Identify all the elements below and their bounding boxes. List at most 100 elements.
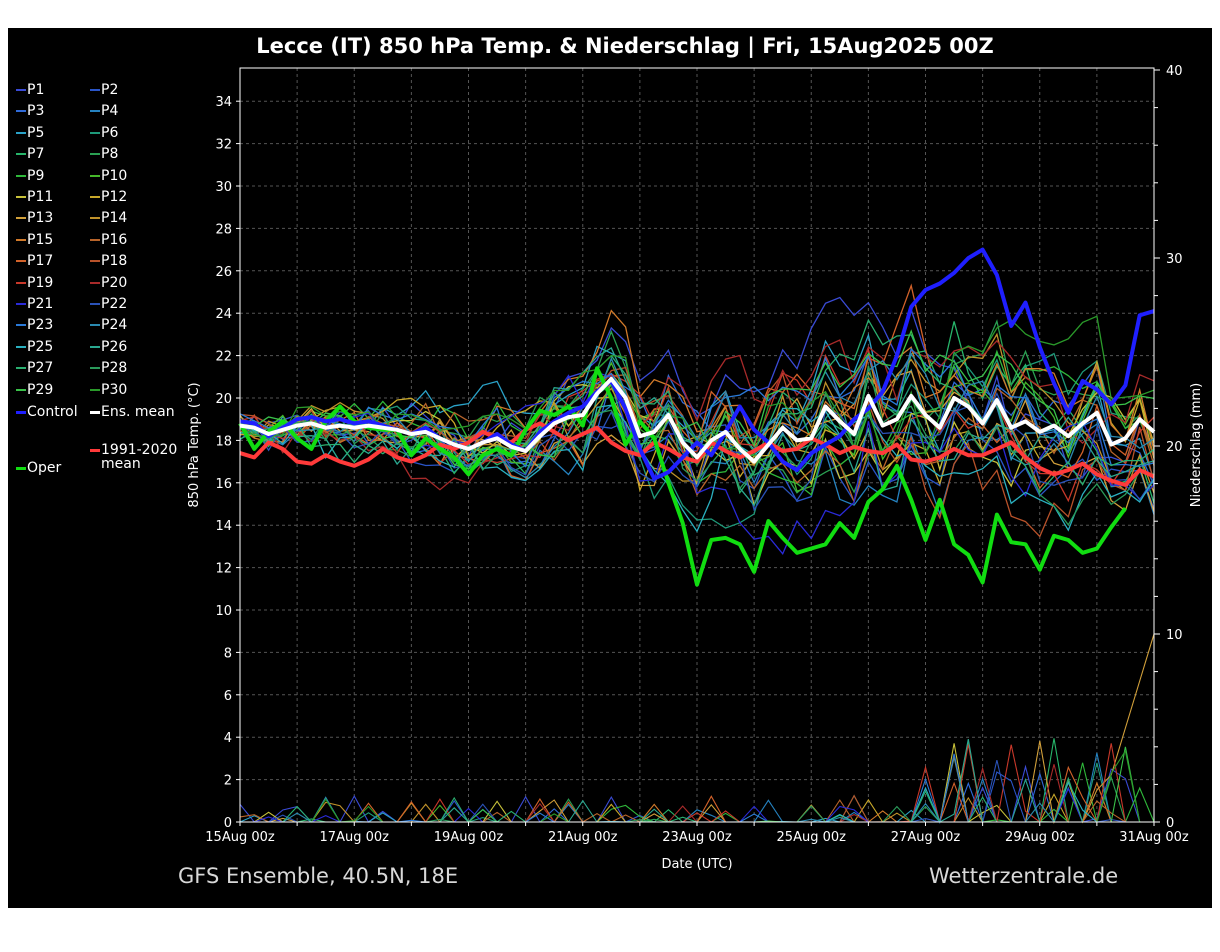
legend-swatch bbox=[90, 324, 100, 327]
member-line-P22 bbox=[239, 391, 1155, 512]
x-tick-label: 19Aug 00z bbox=[434, 830, 504, 845]
legend-item: P3 bbox=[16, 103, 44, 119]
legend-label-line2: mean bbox=[101, 456, 141, 472]
legend-label: P11 bbox=[27, 189, 54, 205]
legend-label: P2 bbox=[101, 82, 119, 98]
legend-item: P19 bbox=[16, 275, 53, 291]
legend-item: P23 bbox=[16, 317, 53, 333]
chart-svg: Lecce (IT) 850 hPa Temp. & Niederschlag … bbox=[187, 34, 1204, 872]
legend-item: P10 bbox=[90, 168, 127, 184]
member-line-P28 bbox=[239, 365, 1155, 526]
footer-source: GFS Ensemble, 40.5N, 18E bbox=[178, 864, 459, 888]
legend-label: P27 bbox=[27, 360, 54, 377]
legend-label: P30 bbox=[101, 381, 128, 398]
legend-label: P10 bbox=[101, 167, 128, 184]
legend-item: P27 bbox=[16, 360, 53, 376]
legend-swatch bbox=[90, 388, 100, 391]
legend-item: 1991-2020 bbox=[90, 442, 177, 458]
y-tick-label: 22 bbox=[215, 350, 232, 365]
legend-swatch bbox=[90, 174, 100, 177]
legend-swatch bbox=[90, 448, 100, 452]
legend-item: Control bbox=[16, 404, 78, 420]
legend-item: P22 bbox=[90, 296, 127, 312]
legend-label: Oper bbox=[27, 460, 62, 476]
legend-item: P17 bbox=[16, 253, 53, 269]
chart-title: Lecce (IT) 850 hPa Temp. & Niederschlag … bbox=[256, 34, 993, 59]
y-tick-label: 24 bbox=[215, 307, 232, 322]
legend-item: P25 bbox=[16, 339, 53, 355]
y2-tick-label: 20 bbox=[1166, 440, 1183, 455]
y-tick-label: 4 bbox=[224, 731, 232, 746]
legend-label: P21 bbox=[27, 296, 54, 312]
member-line-P25 bbox=[239, 404, 1155, 533]
legend-label: P7 bbox=[27, 146, 45, 163]
legend-label: P9 bbox=[27, 167, 45, 184]
legend-label: P13 bbox=[27, 210, 54, 227]
legend-item: P26 bbox=[90, 339, 127, 355]
legend-label: P29 bbox=[27, 381, 54, 398]
x-tick-label: 21Aug 00z bbox=[548, 830, 618, 845]
legend-swatch bbox=[16, 324, 26, 327]
precip-line-P4 bbox=[240, 752, 1154, 823]
legend-label: P3 bbox=[27, 103, 45, 120]
y-tick-label: 0 bbox=[224, 816, 232, 831]
y-tick-label: 34 bbox=[215, 95, 232, 110]
legend-item: P4 bbox=[90, 103, 118, 119]
legend-swatch bbox=[90, 303, 100, 305]
legend-label: P26 bbox=[101, 338, 128, 355]
y-tick-label: 8 bbox=[224, 646, 232, 661]
member-line-P20 bbox=[239, 339, 1155, 491]
legend-item: Ens. mean bbox=[90, 404, 175, 420]
legend-swatch bbox=[90, 196, 100, 198]
legend-swatch bbox=[16, 388, 26, 391]
member-line-P24 bbox=[239, 353, 1155, 479]
legend-swatch bbox=[16, 89, 26, 91]
legend-item: P24 bbox=[90, 317, 127, 333]
legend-label: P24 bbox=[101, 317, 128, 334]
legend-swatch bbox=[90, 153, 100, 156]
legend-swatch bbox=[90, 367, 100, 370]
legend-swatch bbox=[90, 217, 100, 220]
legend-label: Ens. mean bbox=[101, 404, 175, 420]
legend-item: P13 bbox=[16, 210, 53, 226]
legend-swatch bbox=[90, 260, 100, 263]
legend-label: 1991-2020 bbox=[101, 442, 178, 458]
legend-item: P29 bbox=[16, 382, 53, 398]
legend-label: P16 bbox=[101, 231, 128, 248]
legend-item: P2 bbox=[90, 82, 118, 98]
y2-tick-label: 40 bbox=[1166, 64, 1183, 79]
y-tick-label: 2 bbox=[224, 774, 232, 789]
x-axis-label: Date (UTC) bbox=[661, 857, 732, 872]
legend-swatch bbox=[90, 410, 100, 414]
y-tick-label: 10 bbox=[215, 604, 232, 619]
series-line-1991-2020-mean bbox=[239, 421, 1155, 487]
highlight-series bbox=[238, 247, 1156, 587]
y-tick-label: 16 bbox=[215, 477, 232, 492]
legend-label: P23 bbox=[27, 317, 54, 334]
y-tick-label: 20 bbox=[215, 392, 232, 407]
legend-swatch bbox=[16, 367, 26, 370]
x-tick-label: 27Aug 00z bbox=[891, 830, 961, 845]
legend-item: P9 bbox=[16, 168, 44, 184]
x-tick-label: 25Aug 00z bbox=[777, 830, 847, 845]
y2-tick-label: 0 bbox=[1166, 816, 1174, 831]
member-line-P27 bbox=[239, 318, 1155, 494]
legend-item: P1 bbox=[16, 82, 44, 98]
chart-frame: Lecce (IT) 850 hPa Temp. & Niederschlag … bbox=[8, 28, 1212, 908]
legend-swatch bbox=[90, 131, 100, 134]
legend-swatch bbox=[16, 153, 26, 156]
legend-item: P11 bbox=[16, 189, 53, 205]
legend-item: P20 bbox=[90, 275, 127, 291]
y-tick-label: 26 bbox=[215, 265, 232, 280]
legend-swatch bbox=[16, 131, 26, 134]
legend-label: P5 bbox=[27, 124, 45, 141]
grid bbox=[239, 68, 1155, 823]
y2-tick-label: 30 bbox=[1166, 252, 1183, 267]
plot-border bbox=[239, 67, 1155, 823]
legend-swatch bbox=[16, 110, 26, 113]
legend-swatch bbox=[90, 89, 100, 91]
legend-swatch bbox=[16, 466, 26, 470]
legend-label: P20 bbox=[101, 274, 128, 291]
legend: P1 P2 P3 P4 P5 P6 P7 P8 P9 P10 P11 P12 P13 P14 P15 P16 P… bbox=[16, 82, 206, 522]
legend-swatch bbox=[16, 303, 26, 305]
